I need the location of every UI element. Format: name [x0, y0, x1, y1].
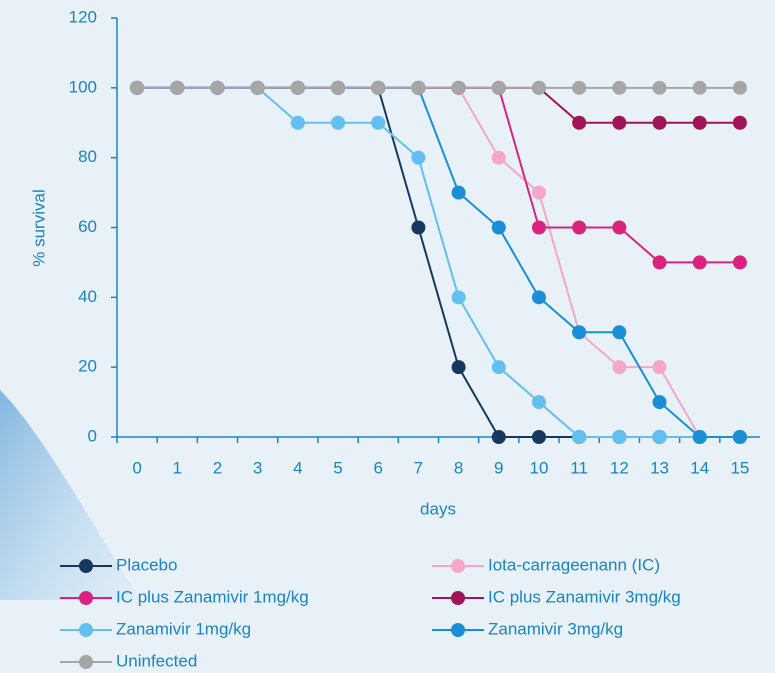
data-point: [210, 80, 225, 95]
x-tick-label: 5: [333, 458, 342, 477]
legend-marker: [451, 623, 465, 637]
legend-label: Zanamivir 3mg/kg: [488, 619, 623, 638]
legend-label: Uninfected: [116, 651, 197, 670]
y-tick-label: 80: [78, 147, 97, 166]
data-point: [491, 80, 506, 95]
y-tick-label: 0: [88, 426, 97, 445]
data-point: [451, 360, 466, 375]
legend-label: Zanamivir 1mg/kg: [116, 619, 251, 638]
data-point: [531, 290, 546, 305]
data-point: [732, 115, 747, 130]
data-point: [732, 430, 747, 444]
data-point: [572, 220, 587, 235]
legend-label: IC plus Zanamivir 3mg/kg: [488, 587, 681, 606]
data-point: [130, 80, 145, 95]
data-point: [652, 115, 667, 130]
data-point: [531, 80, 546, 95]
data-point: [612, 220, 627, 235]
x-tick-label: 1: [173, 458, 182, 477]
data-point: [491, 220, 506, 235]
data-point: [652, 395, 667, 410]
data-point: [531, 395, 546, 410]
data-point: [612, 360, 627, 375]
data-point: [491, 430, 506, 444]
data-point: [572, 80, 587, 95]
data-point: [612, 430, 627, 444]
data-point: [531, 430, 546, 444]
data-point: [290, 115, 305, 130]
legend-marker: [79, 655, 93, 669]
x-tick-label: 7: [414, 458, 423, 477]
y-tick-label: 60: [78, 217, 97, 236]
data-point: [692, 115, 707, 130]
x-axis-label: days: [420, 499, 456, 518]
data-point: [451, 80, 466, 95]
data-point: [170, 80, 185, 95]
data-point: [572, 325, 587, 340]
data-point: [732, 80, 747, 95]
data-point: [371, 80, 386, 95]
series-line: [137, 86, 740, 124]
x-tick-label: 10: [530, 458, 549, 477]
series-line: [137, 86, 740, 264]
y-tick-label: 20: [78, 357, 97, 376]
y-tick-label: 40: [78, 287, 97, 306]
data-point: [572, 115, 587, 130]
data-point: [612, 325, 627, 340]
data-point: [652, 430, 667, 444]
x-tick-label: 4: [293, 458, 302, 477]
data-point: [612, 115, 627, 130]
legend-label: IC plus Zanamivir 1mg/kg: [116, 587, 309, 606]
data-point: [411, 150, 426, 165]
x-tick-label: 11: [570, 458, 588, 477]
x-tick-label: 3: [253, 458, 262, 477]
data-point: [652, 255, 667, 270]
data-point: [250, 80, 265, 95]
data-point: [652, 80, 667, 95]
data-point: [491, 150, 506, 165]
data-point: [612, 80, 627, 95]
data-point: [652, 360, 667, 375]
legend-label: Placebo: [116, 555, 177, 574]
data-point: [290, 80, 305, 95]
background-shape: [0, 390, 140, 600]
x-tick-label: 13: [650, 458, 669, 477]
data-point: [531, 220, 546, 235]
series-line: [137, 86, 740, 438]
data-point: [491, 360, 506, 375]
data-point: [371, 115, 386, 130]
y-axis-label: % survival: [29, 189, 48, 266]
data-point: [531, 185, 546, 200]
x-tick-label: 2: [213, 458, 222, 477]
legend-marker: [451, 559, 465, 573]
data-point: [451, 290, 466, 305]
y-tick-label: 120: [69, 7, 97, 26]
data-point: [732, 255, 747, 270]
x-tick-label: 6: [373, 458, 382, 477]
data-point: [692, 80, 707, 95]
y-tick-label: 100: [69, 77, 97, 96]
data-point: [692, 430, 707, 444]
x-tick-label: 12: [610, 458, 629, 477]
x-tick-label: 9: [494, 458, 503, 477]
x-tick-label: 0: [132, 458, 141, 477]
data-point: [692, 255, 707, 270]
data-point: [411, 220, 426, 235]
data-point: [451, 185, 466, 200]
x-tick-label: 8: [454, 458, 463, 477]
legend-marker: [79, 559, 93, 573]
legend-marker: [451, 591, 465, 605]
x-tick-label: 15: [730, 458, 749, 477]
data-point: [331, 80, 346, 95]
data-point: [331, 115, 346, 130]
data-point: [411, 80, 426, 95]
data-point: [572, 430, 587, 444]
x-tick-label: 14: [690, 458, 709, 477]
legend-marker: [79, 623, 93, 637]
legend-label: Iota-carrageenann (IC): [488, 555, 660, 574]
legend-marker: [79, 591, 93, 605]
